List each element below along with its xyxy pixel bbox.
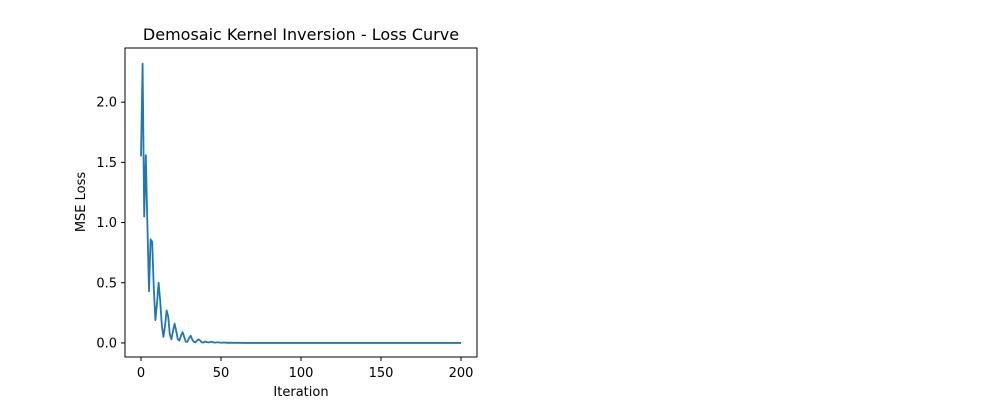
loss-line: [140, 62, 461, 344]
y-tick-label: 1.0: [96, 216, 117, 231]
plot-area: [140, 62, 461, 344]
y-tick-label: 1.5: [96, 156, 117, 171]
y-tick-label: 2.0: [96, 96, 117, 111]
y-axis: 0.0 0.5 1.0 1.5 2.0: [96, 96, 125, 351]
x-axis-label: Iteration: [273, 385, 328, 400]
x-tick-label: 100: [289, 366, 314, 381]
x-tick-label: 50: [213, 366, 230, 381]
x-axis: 0 50 100 150 200: [137, 357, 474, 381]
y-tick-label: 0.5: [96, 276, 117, 291]
chart-title: Demosaic Kernel Inversion - Loss Curve: [143, 25, 459, 44]
x-tick-label: 0: [137, 366, 145, 381]
y-axis-label: MSE Loss: [74, 172, 89, 233]
y-tick-label: 0.0: [96, 336, 117, 351]
x-tick-label: 150: [369, 366, 394, 381]
x-tick-label: 200: [449, 366, 474, 381]
